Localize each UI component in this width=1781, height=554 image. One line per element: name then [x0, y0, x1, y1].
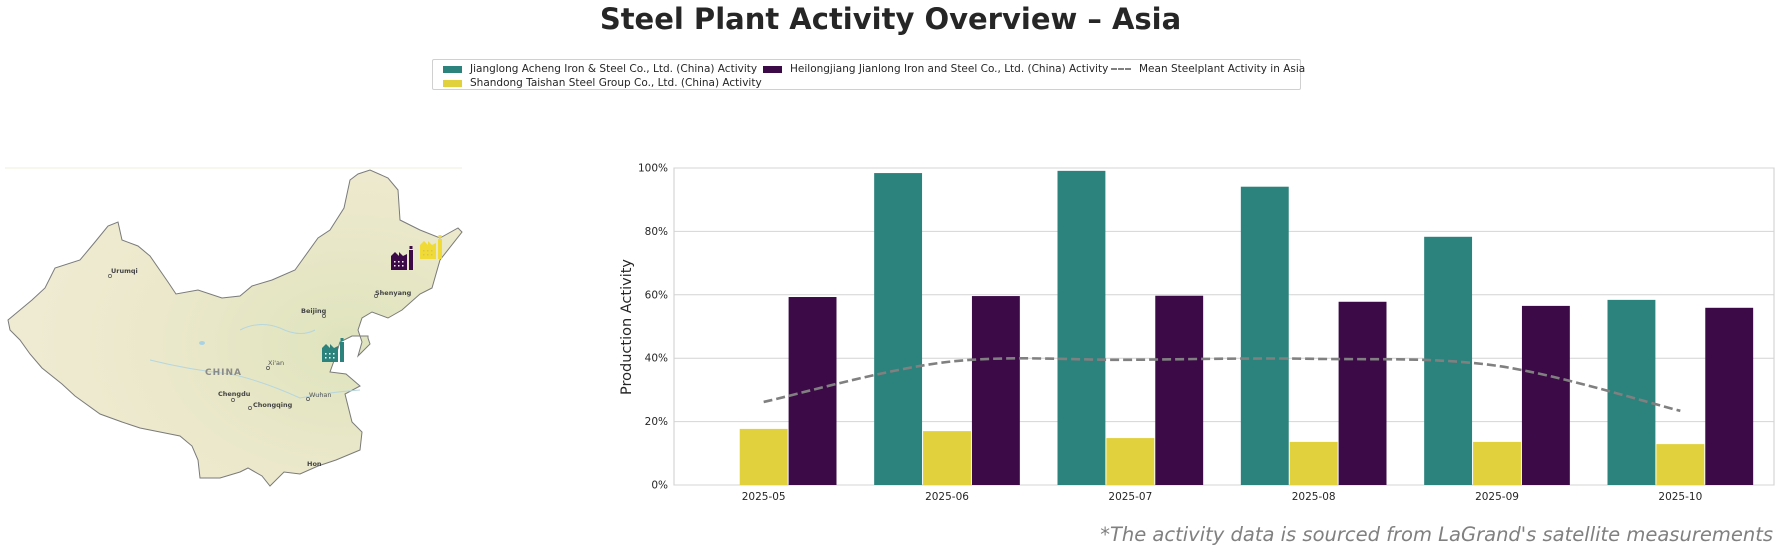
- svg-text:Chongqing: Chongqing: [253, 401, 293, 409]
- legend-label-jianglong: Jianglong Acheng Iron & Steel Co., Ltd. …: [470, 63, 758, 75]
- city-xian: Xi'an: [266, 359, 284, 370]
- factory-icon-heilongjiang[interactable]: [391, 246, 413, 270]
- bar-jianglong-2025-09: [1424, 236, 1473, 485]
- y-tick-label: 20%: [645, 416, 668, 428]
- river-line: [149, 359, 361, 399]
- bar-heilongjiang-2025-06: [971, 296, 1020, 485]
- y-tick-label: 40%: [645, 353, 668, 365]
- legend-item-heilongjiang: Heilongjiang Jianlong Iron and Steel Co.…: [763, 63, 1108, 75]
- bar-shandong-2025-06: [923, 431, 971, 485]
- axis-layer: 0% 20% 40% 60% 80% 100% 2025-05 2025-06 2025-07 2…: [638, 163, 1702, 504]
- bar-layer: [739, 170, 1754, 485]
- bar-jianglong-2025-07: [1057, 170, 1106, 485]
- factory-icon-shandong[interactable]: [420, 235, 442, 259]
- bar-heilongjiang-2025-07: [1155, 295, 1204, 485]
- line-layer: [763, 357, 1681, 413]
- city-wuhan: Wuhan: [306, 391, 332, 401]
- city-hon: Hon: [307, 460, 322, 468]
- chart-legend: Jianglong Acheng Iron & Steel Co., Ltd. …: [432, 59, 1305, 90]
- city-chongqing: Chongqing: [248, 401, 293, 410]
- x-tick-label: 2025-08: [1292, 491, 1336, 503]
- footer-note: *The activity data is sourced from LaGra…: [1100, 523, 1773, 546]
- city-urumqi: Urumqi: [108, 267, 138, 278]
- legend-item-jianglong: Jianglong Acheng Iron & Steel Co., Ltd. …: [443, 63, 757, 75]
- bar-shandong-2025-05: [739, 428, 788, 485]
- legend-label-mean: Mean Steelplant Activity in Asia: [1139, 63, 1306, 75]
- bar-heilongjiang-2025-08: [1338, 301, 1387, 485]
- bar-shandong-2025-10: [1656, 444, 1705, 485]
- legend-swatch-jianglong: [443, 65, 462, 73]
- bar-jianglong-2025-06: [874, 173, 923, 485]
- map-country-label: CHINA: [205, 368, 242, 378]
- x-tick-label: 2025-07: [1108, 491, 1152, 503]
- grid-layer: [673, 167, 1775, 486]
- legend-swatch-shandong: [443, 79, 462, 87]
- river-line: [239, 324, 316, 334]
- city-shenyang: Shenyang: [374, 289, 412, 298]
- legend-label-heilongjiang: Heilongjiang Jianlong Iron and Steel Co.…: [790, 63, 1109, 75]
- x-tick-label: 2025-06: [925, 491, 969, 503]
- chart-title: Steel Plant Activity Overview – Asia: [599, 2, 1182, 36]
- bar-jianglong-2025-08: [1240, 186, 1289, 485]
- y-tick-label: 0%: [651, 480, 668, 492]
- plot-frame: [673, 167, 1775, 486]
- bar-shandong-2025-08: [1289, 441, 1338, 485]
- legend-item-mean: Mean Steelplant Activity in Asia: [1111, 63, 1305, 75]
- bar-heilongjiang-2025-09: [1521, 305, 1570, 485]
- legend-dash-mean: [1111, 68, 1131, 70]
- svg-text:Urumqi: Urumqi: [111, 267, 138, 275]
- bar-heilongjiang-2025-05: [788, 297, 837, 485]
- china-map: Urumqi Beijing Shenyang Xi'an Chengdu Ch…: [5, 167, 463, 487]
- svg-text:Chengdu: Chengdu: [218, 390, 251, 398]
- city-chengdu: Chengdu: [218, 390, 251, 402]
- legend-label-shandong: Shandong Taishan Steel Group Co., Ltd. (…: [470, 77, 762, 89]
- map-panel: Urumqi Beijing Shenyang Xi'an Chengdu Ch…: [0, 160, 470, 490]
- lake-shape: [199, 341, 205, 345]
- svg-text:Shenyang: Shenyang: [375, 289, 412, 297]
- bar-shandong-2025-07: [1106, 438, 1155, 485]
- svg-text:Beijing: Beijing: [301, 307, 327, 315]
- mean-activity-line: [763, 357, 1681, 413]
- china-outline: [7, 169, 463, 487]
- y-tick-label: 60%: [645, 289, 668, 301]
- y-axis-label: Production Activity: [619, 259, 635, 395]
- y-tick-label: 100%: [638, 163, 668, 175]
- svg-text:Hon: Hon: [307, 460, 322, 468]
- svg-text:Wuhan: Wuhan: [309, 391, 332, 399]
- factory-icon-jianglong[interactable]: [322, 338, 344, 362]
- legend-swatch-heilongjiang: [763, 65, 782, 73]
- y-tick-label: 80%: [645, 226, 668, 238]
- bar-jianglong-2025-10: [1607, 299, 1656, 485]
- svg-text:Xi'an: Xi'an: [268, 359, 284, 367]
- city-beijing: Beijing: [301, 307, 327, 318]
- x-tick-label: 2025-10: [1658, 491, 1702, 503]
- x-tick-label: 2025-09: [1475, 491, 1519, 503]
- bar-shandong-2025-09: [1473, 441, 1521, 485]
- x-tick-label: 2025-05: [742, 491, 786, 503]
- bar-heilongjiang-2025-10: [1705, 307, 1754, 485]
- legend-item-shandong: Shandong Taishan Steel Group Co., Ltd. (…: [443, 77, 762, 89]
